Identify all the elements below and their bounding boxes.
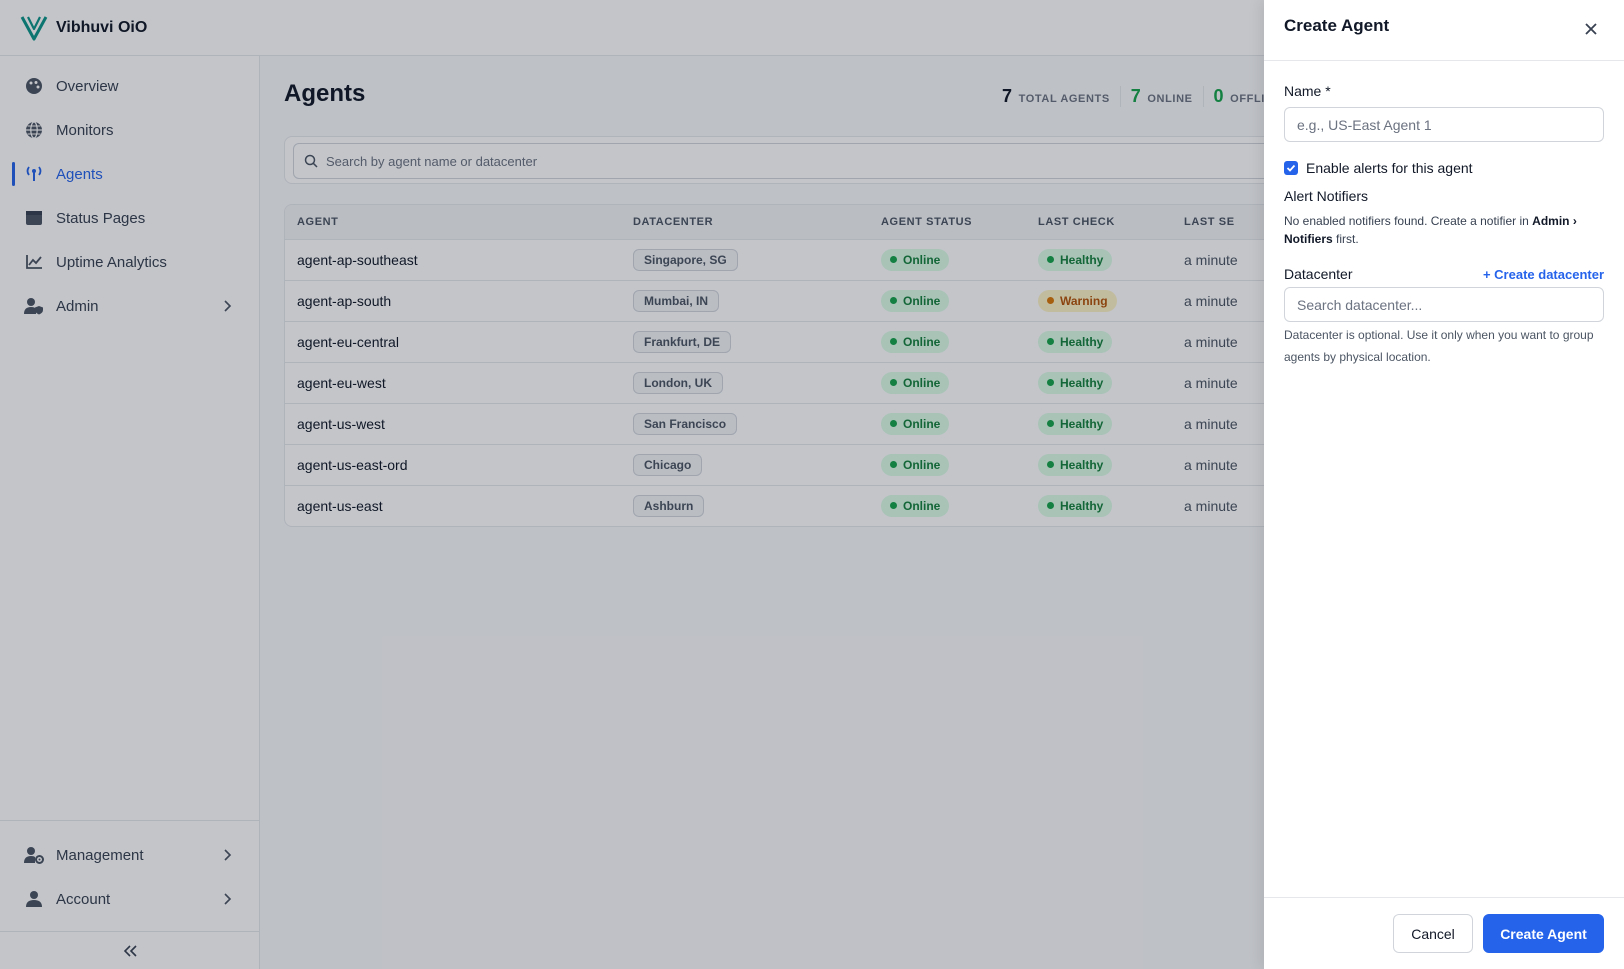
close-icon	[1585, 23, 1597, 35]
agent-name: agent-ap-southeast	[285, 239, 621, 281]
cancel-button[interactable]: Cancel	[1393, 914, 1473, 953]
chevrons-left-icon	[123, 944, 137, 957]
sidebar-item-management[interactable]: Management	[0, 833, 259, 877]
agent-status-badge: Online	[881, 412, 950, 435]
datacenter-label: Datacenter	[1284, 266, 1353, 282]
enable-alerts-checkbox[interactable]	[1284, 161, 1298, 175]
drawer-title: Create Agent	[1284, 16, 1390, 35]
modal-backdrop[interactable]	[0, 0, 1264, 969]
last-check-badge: Healthy	[1038, 330, 1113, 353]
stat-offline: 0 OFFLI	[1213, 86, 1265, 106]
user-shield-icon	[24, 296, 44, 316]
datacenter-badge: San Francisco	[633, 412, 738, 435]
create-datacenter-link[interactable]: + Create datacenter	[1482, 266, 1604, 282]
sidebar-item-agents[interactable]: Agents	[0, 152, 259, 196]
chevron-right-icon	[224, 893, 232, 905]
datacenter-search-input[interactable]	[1284, 287, 1604, 322]
drawer-header: Create Agent	[1264, 0, 1624, 61]
agent-name: agent-eu-central	[285, 321, 621, 363]
sidebar-item-account[interactable]: Account	[0, 877, 259, 921]
agent-status-badge: Online	[881, 248, 950, 271]
agent-status-badge: Online	[881, 289, 950, 312]
agents-table: AGENT DATACENTER AGENT STATUS LAST CHECK…	[284, 204, 1600, 527]
column-header-datacenter[interactable]: DATACENTER	[621, 205, 869, 240]
sidebar-item-label: Status Pages	[56, 209, 146, 227]
agent-name: agent-us-east	[297, 497, 383, 514]
sidebar-item-overview[interactable]: Overview	[0, 64, 259, 108]
agent-stats: 7 TOTAL AGENTS 7 ONLINE 0 OFFLI	[1002, 86, 1275, 107]
table-row[interactable]: agent-ap-south Mumbai, IN Online Warning…	[285, 280, 1599, 322]
datacenter-help: Datacenter is optional. Use it only when…	[1284, 328, 1594, 364]
agent-status-badge: Online	[881, 371, 950, 394]
sidebar-item-uptime-analytics[interactable]: Uptime Analytics	[0, 240, 259, 284]
stat-total: 7 TOTAL AGENTS	[1002, 86, 1121, 107]
palette-icon	[24, 76, 44, 96]
last-check-badge: Healthy	[1038, 371, 1113, 394]
column-header-last-check[interactable]: LAST CHECK	[1026, 205, 1172, 240]
last-check-badge: Healthy	[1038, 248, 1113, 271]
last-check-badge: Warning	[1038, 289, 1117, 312]
sidebar: Overview Monitors Agents Status Pages Up…	[0, 56, 260, 969]
sidebar-item-label: Management	[56, 846, 144, 864]
datacenter-badge: Mumbai, IN	[633, 289, 720, 312]
enable-alerts-row: Enable alerts for this agent	[1284, 160, 1604, 176]
column-header-agent-status[interactable]: AGENT STATUS	[869, 205, 1026, 240]
agent-status-badge: Online	[881, 453, 950, 476]
sidebar-collapse-button[interactable]	[0, 931, 259, 969]
user-icon	[24, 889, 44, 909]
datacenter-badge: Frankfurt, DE	[633, 330, 732, 353]
sidebar-item-label: Agents	[56, 165, 103, 183]
sidebar-item-label: Uptime Analytics	[56, 253, 167, 271]
sidebar-item-label: Overview	[56, 77, 119, 95]
sidebar-item-admin[interactable]: Admin	[0, 284, 259, 328]
last-check-badge: Healthy	[1038, 494, 1113, 517]
drawer-footer: Cancel Create Agent	[1264, 897, 1624, 969]
globe-icon	[24, 120, 44, 140]
antenna-icon	[24, 164, 44, 184]
last-check-badge: Healthy	[1038, 412, 1113, 435]
create-agent-button[interactable]: Create Agent	[1483, 914, 1604, 953]
window-icon	[24, 208, 44, 228]
datacenter-badge: Ashburn	[633, 494, 705, 517]
create-agent-drawer: Create Agent Name * Enable alerts for th…	[1264, 0, 1624, 969]
column-header-agent[interactable]: AGENT	[285, 205, 621, 240]
datacenter-badge: London, UK	[633, 371, 723, 394]
user-gear-icon	[24, 845, 44, 865]
last-check-badge: Healthy	[1038, 453, 1113, 476]
sidebar-item-status-pages[interactable]: Status Pages	[0, 196, 259, 240]
check-icon	[1286, 164, 1296, 172]
search-icon	[304, 154, 318, 168]
chevron-right-icon	[224, 300, 232, 312]
sidebar-item-label: Monitors	[56, 121, 114, 139]
chevron-right-icon	[224, 849, 232, 861]
sidebar-item-monitors[interactable]: Monitors	[0, 108, 259, 152]
enable-alerts-label: Enable alerts for this agent	[1306, 160, 1473, 176]
last-seen: a minute	[1184, 497, 1238, 514]
agent-status-badge: Online	[881, 330, 950, 353]
agent-name: agent-us-west	[285, 403, 621, 445]
brand-name: Vibhuvi OiO	[56, 18, 148, 36]
alert-notifiers-label: Alert Notifiers	[1284, 188, 1369, 204]
name-label: Name *	[1284, 83, 1331, 99]
agent-name: agent-us-east-ord	[285, 444, 621, 486]
datacenter-badge: Chicago	[633, 453, 703, 476]
chart-line-icon	[24, 252, 44, 272]
datacenter-badge: Singapore, SG	[633, 248, 738, 271]
table-row[interactable]: agent-us-east Ashburn Online Healthy a m…	[285, 485, 1599, 526]
agent-name: agent-eu-west	[285, 362, 621, 404]
stat-online: 7 ONLINE	[1121, 86, 1204, 107]
sidebar-item-label: Account	[56, 890, 111, 908]
agent-name: agent-ap-south	[285, 280, 621, 322]
notifiers-note: No enabled notifiers found. Create a not…	[1284, 214, 1577, 246]
agent-status-badge: Online	[881, 494, 950, 517]
logo-icon	[20, 15, 48, 40]
sidebar-item-label: Admin	[56, 297, 99, 315]
name-input[interactable]	[1284, 107, 1604, 142]
page-title: Agents	[284, 80, 366, 107]
close-button[interactable]	[1582, 20, 1600, 38]
